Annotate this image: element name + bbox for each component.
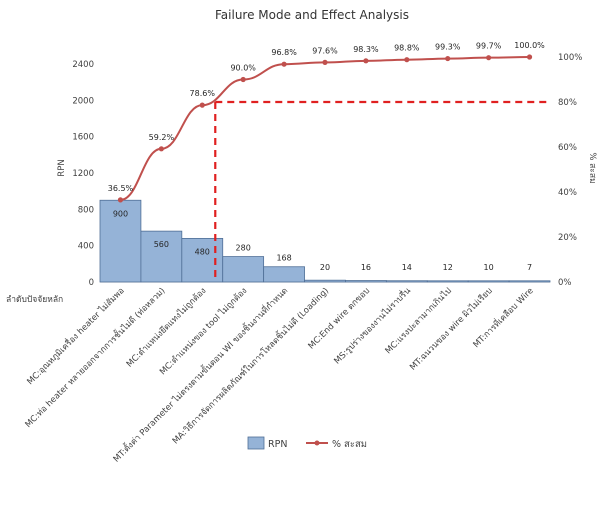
- line-data-label: 36.5%: [108, 184, 134, 193]
- bar-data-label: 14: [402, 263, 412, 272]
- chart-title: Failure Mode and Effect Analysis: [215, 8, 409, 22]
- y2-tick-label: 0%: [558, 278, 572, 288]
- y-tick-label: 2400: [72, 60, 94, 70]
- bar: [181, 237, 224, 283]
- y2-tick-label: 20%: [558, 233, 577, 243]
- bar: [426, 280, 469, 283]
- bar-data-label: 7: [527, 263, 532, 272]
- cumulative-point: [322, 59, 328, 65]
- bar: [304, 279, 346, 283]
- y-axis-label: RPN: [57, 159, 67, 176]
- bar-data-label: 168: [276, 254, 291, 263]
- bar: [263, 266, 305, 283]
- cumulative-point: [404, 57, 410, 63]
- y2-tick-label: 60%: [558, 143, 577, 153]
- bar-data-label: 12: [443, 263, 453, 272]
- bar: [467, 280, 510, 283]
- cumulative-point: [117, 197, 124, 203]
- y2-axis-ticks: 0% 20% 40% 60% 80% 100%: [558, 53, 582, 288]
- cumulative-point: [526, 54, 533, 60]
- line-data-label: 59.2%: [149, 133, 175, 142]
- legend: RPN % สะสม: [247, 436, 367, 450]
- bar: [385, 280, 428, 283]
- line-data-label: 98.3%: [353, 45, 379, 54]
- cumulative-point: [158, 146, 164, 152]
- bar-data-label: 900: [113, 209, 128, 218]
- y-tick-label: 0: [89, 278, 94, 288]
- reference-lines: [214, 100, 550, 282]
- cumulative-point: [445, 55, 451, 62]
- y-tick-label: 400: [78, 242, 94, 252]
- line-data-label: 78.6%: [190, 89, 216, 98]
- line-data-label: 99.3%: [435, 43, 461, 52]
- bar-data-label: 560: [154, 240, 169, 249]
- cumulative-point: [199, 102, 205, 108]
- y2-tick-label: 100%: [558, 53, 582, 63]
- cumulative-point: [363, 58, 369, 64]
- line-data-label: 99.7%: [476, 42, 502, 51]
- legend-label-cumulative: % สะสม: [332, 439, 367, 450]
- bar-data-label: 16: [361, 263, 371, 272]
- bar-data-label: 480: [195, 247, 210, 256]
- line-data-label: 97.6%: [312, 46, 338, 55]
- line-data-label: 96.8%: [271, 48, 297, 57]
- y-axis-ticks: 0 400 800 1200 1600 2000 2400: [72, 60, 94, 288]
- bar-data-label: 10: [484, 263, 494, 272]
- line-data-label: 98.8%: [394, 44, 420, 53]
- line-data-label: 100.0%: [514, 41, 545, 50]
- bar-data-labels: 900 560 480 280 168 20 16 14 12 10 7: [113, 209, 532, 272]
- bar: [99, 199, 142, 283]
- bar: [222, 256, 265, 283]
- y2-tick-label: 80%: [558, 98, 577, 108]
- bar: [508, 280, 551, 283]
- y-tick-label: 800: [78, 205, 94, 215]
- line-data-labels: 36.5% 59.2% 78.6% 90.0% 96.8% 97.6% 98.3% 98.8%…: [108, 41, 545, 193]
- y-tick-label: 1200: [72, 169, 94, 179]
- legend-swatch-rpn: [247, 436, 265, 450]
- cumulative-point: [486, 55, 492, 61]
- y-tick-label: 2000: [72, 96, 94, 106]
- cumulative-point: [281, 61, 287, 67]
- line-data-label: 90.0%: [230, 64, 256, 73]
- y-tick-label: 1600: [72, 133, 94, 143]
- bar: [345, 280, 387, 283]
- y2-axis-label: % สะสม: [587, 152, 597, 183]
- cumulative-line: [120, 56, 530, 201]
- bar-data-label: 280: [236, 244, 251, 253]
- x-axis-label: ลำดับปัจจัยหลัก: [6, 295, 63, 305]
- cumulative-line-series: [117, 54, 533, 203]
- y2-tick-label: 40%: [558, 188, 577, 198]
- bar-data-label: 20: [320, 263, 330, 272]
- legend-label-rpn: RPN: [268, 439, 287, 450]
- legend-marker-cumulative: [314, 440, 320, 446]
- bar: [140, 230, 183, 283]
- cumulative-point: [240, 76, 246, 83]
